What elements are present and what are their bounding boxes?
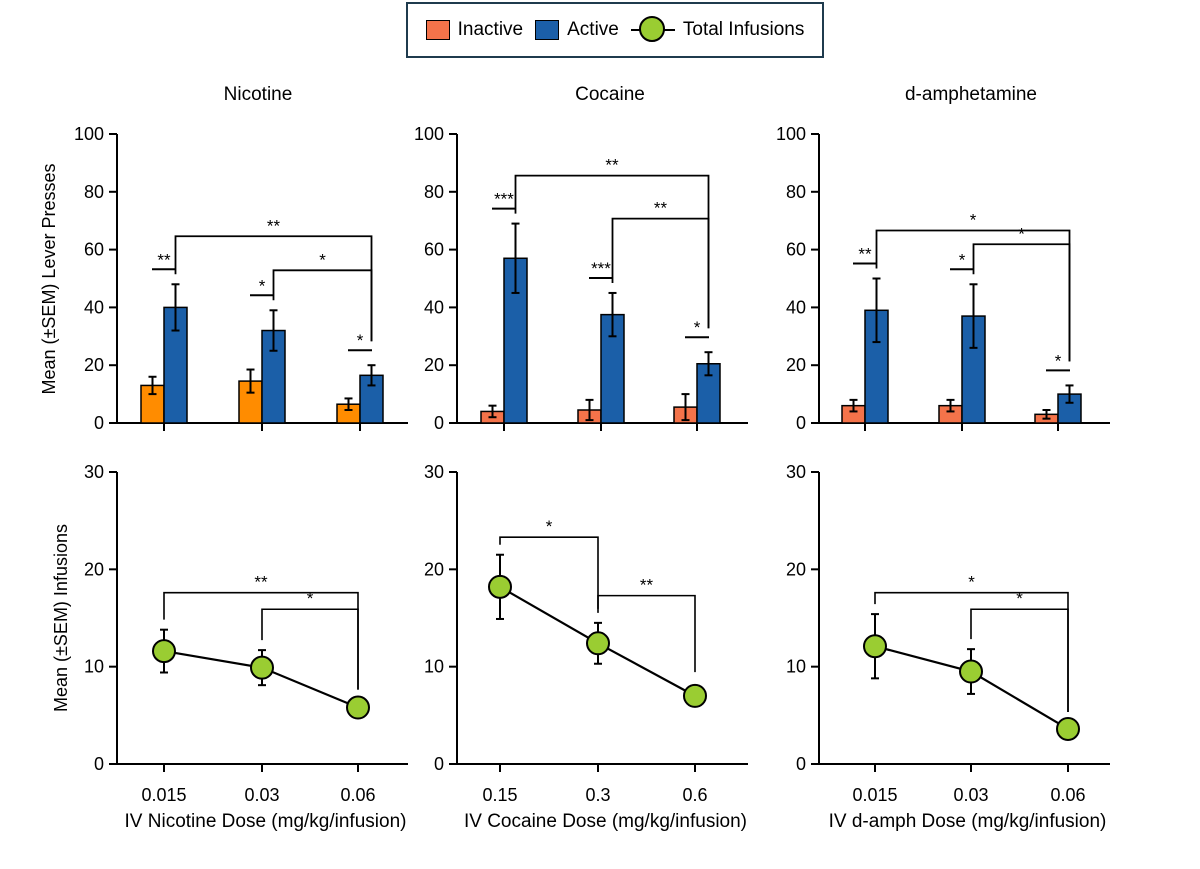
bar-chart-3-pair-sig-label-2: *	[1055, 351, 1062, 370]
line-chart-1-comparison-bracket-1	[261, 608, 359, 690]
line-chart-1-x-tick-label: 0.015	[141, 785, 186, 805]
legend-item-infusions: Total Infusions	[630, 16, 805, 44]
line-chart-2-y-tick-label: 10	[424, 657, 444, 677]
bar-chart-1-y-tick-label: 0	[94, 413, 104, 433]
bar-chart-3-y-tick-label: 60	[786, 240, 806, 260]
legend-item-active: Active	[535, 19, 619, 41]
bar-chart-1-y-tick-label: 60	[84, 240, 104, 260]
line-chart-3-y-tick-label: 30	[786, 462, 806, 482]
legend-label-active: Active	[567, 19, 619, 40]
line-chart-1-point-0	[152, 639, 176, 664]
line-chart-2-x-axis-label: IV Cocaine Dose (mg/kg/infusion)	[464, 811, 747, 832]
bar-chart-1-title: Nicotine	[224, 84, 293, 105]
bar-chart-2-y-tick-label: 60	[424, 240, 444, 260]
bar-chart-2-pair-sig-label-0: ***	[494, 190, 514, 209]
line-chart-1-y-tick-label: 30	[84, 462, 104, 482]
legend-label-infusions: Total Infusions	[682, 19, 805, 40]
line-chart-2-x-tick-label: 0.15	[482, 785, 517, 805]
legend-swatch-active	[535, 20, 560, 40]
bar-chart-3-y-tick-label: 0	[796, 413, 806, 433]
legend-marker-infusions	[630, 16, 675, 44]
line-chart-2-y-tick-label: 20	[424, 559, 444, 579]
bar-chart-2-y-tick-label: 20	[424, 355, 444, 375]
bar-chart-1-y-tick-label: 80	[84, 182, 104, 202]
bar-chart-3-pair-sig-label-1: *	[959, 250, 966, 269]
bar-chart-2-comparison-bracket-0-label: **	[605, 156, 619, 175]
bar-chart-3-comparison-bracket-1-label: *	[1018, 224, 1025, 243]
line-chart-2-y-tick-label: 0	[434, 754, 444, 774]
line-chart-3-y-tick-label: 10	[786, 657, 806, 677]
bar-chart-2-pair-sig-label-2: *	[694, 318, 701, 337]
legend-swatch-inactive	[425, 20, 450, 40]
line-chart-2-y-tick-label: 30	[424, 462, 444, 482]
bar-chart-3-title: d-amphetamine	[905, 84, 1037, 105]
line-chart-2-x-tick-label: 0.6	[682, 785, 707, 805]
line-chart-1-comparison-bracket-0-label: **	[254, 573, 268, 592]
line-chart-2-comparison-bracket-0	[499, 536, 599, 609]
line-chart-2-comparison-bracket-1	[597, 594, 696, 673]
bar-chart-3-y-tick-label: 100	[776, 124, 806, 144]
line-chart-1-x-tick-label: 0.06	[340, 785, 375, 805]
line-chart-3-point-2	[1056, 716, 1080, 741]
line-chart-1-x-tick-label: 0.03	[244, 785, 279, 805]
line-chart-3-comparison-bracket-1	[970, 608, 1069, 713]
bar-chart-3-comparison-bracket-1	[972, 243, 1071, 362]
bar-chart-1-pair-sig-label-0: **	[157, 250, 171, 269]
bar-chart-1-pair-sig-label-1: *	[259, 276, 266, 295]
line-chart-3-x-tick-label: 0.06	[1050, 785, 1085, 805]
bar-chart-1-y-tick-label: 40	[84, 297, 104, 317]
bar-chart-2-y-tick-label: 40	[424, 297, 444, 317]
line-chart-3-point-1	[959, 659, 983, 684]
bar-chart-1-pair-sig-label-2: *	[357, 331, 364, 350]
bar-chart-2-comparison-bracket-1	[611, 217, 710, 329]
bar-chart-2-comparison-bracket-1-label: **	[654, 199, 668, 218]
line-chart-1-point-2	[346, 695, 370, 720]
line-chart-1-y-tick-label: 0	[94, 754, 104, 774]
line-chart-3-y-tick-label: 20	[786, 559, 806, 579]
bar-chart-1-comparison-bracket-1-label: *	[319, 250, 326, 269]
bar-chart-3-y-tick-label: 20	[786, 355, 806, 375]
line-chart-1-comparison-bracket-1-label: *	[307, 589, 314, 608]
y-axis-label-infusions: Mean (±SEM) Infusions	[51, 524, 71, 712]
bar-chart-2-y-tick-label: 80	[424, 182, 444, 202]
bar-chart-2-y-tick-label: 100	[414, 124, 444, 144]
line-chart-3-x-tick-label: 0.015	[852, 785, 897, 805]
line-chart-3-x-tick-label: 0.03	[953, 785, 988, 805]
line-chart-3-point-0	[863, 634, 887, 659]
legend-item-inactive: Inactive	[425, 19, 524, 41]
line-chart-1-y-tick-label: 20	[84, 559, 104, 579]
bar-chart-2-pair-sig-label-1: ***	[591, 259, 611, 278]
bar-chart-1-y-tick-label: 100	[74, 124, 104, 144]
line-chart-1-y-tick-label: 10	[84, 657, 104, 677]
legend-label-inactive: Inactive	[457, 19, 524, 40]
bar-chart-1-y-tick-label: 20	[84, 355, 104, 375]
line-chart-3-comparison-bracket-1-label: *	[1016, 589, 1023, 608]
bar-chart-2-y-tick-label: 0	[434, 413, 444, 433]
bar-chart-3-pair-sig-label-0: **	[858, 245, 872, 264]
line-chart-3-comparison-bracket-0-label: *	[968, 573, 975, 592]
line-chart-3-x-axis-label: IV d-amph Dose (mg/kg/infusion)	[829, 811, 1107, 832]
line-chart-2-point-2	[683, 683, 707, 708]
bar-chart-3-y-tick-label: 40	[786, 297, 806, 317]
line-chart-3-y-tick-label: 0	[796, 754, 806, 774]
bar-chart-3-y-tick-label: 80	[786, 182, 806, 202]
bar-chart-1-comparison-bracket-1	[272, 269, 373, 342]
line-chart-2-point-1	[586, 631, 610, 656]
line-chart-1-x-axis-label: IV Nicotine Dose (mg/kg/infusion)	[125, 811, 407, 832]
chart-legend: Inactive Active Total Infusions	[406, 2, 824, 58]
line-chart-1-point-1	[250, 655, 274, 680]
line-chart-2-comparison-bracket-1-label: **	[640, 576, 654, 595]
line-chart-2-x-tick-label: 0.3	[585, 785, 610, 805]
bar-chart-2-title: Cocaine	[575, 84, 645, 105]
y-axis-label-lever-presses: Mean (±SEM) Lever Presses	[39, 164, 59, 395]
bar-chart-1-comparison-bracket-0-label: **	[267, 216, 281, 235]
line-chart-2-comparison-bracket-0-label: *	[546, 517, 553, 536]
line-chart-2-point-0	[488, 574, 512, 599]
bar-chart-3-comparison-bracket-0-label: *	[970, 211, 977, 230]
